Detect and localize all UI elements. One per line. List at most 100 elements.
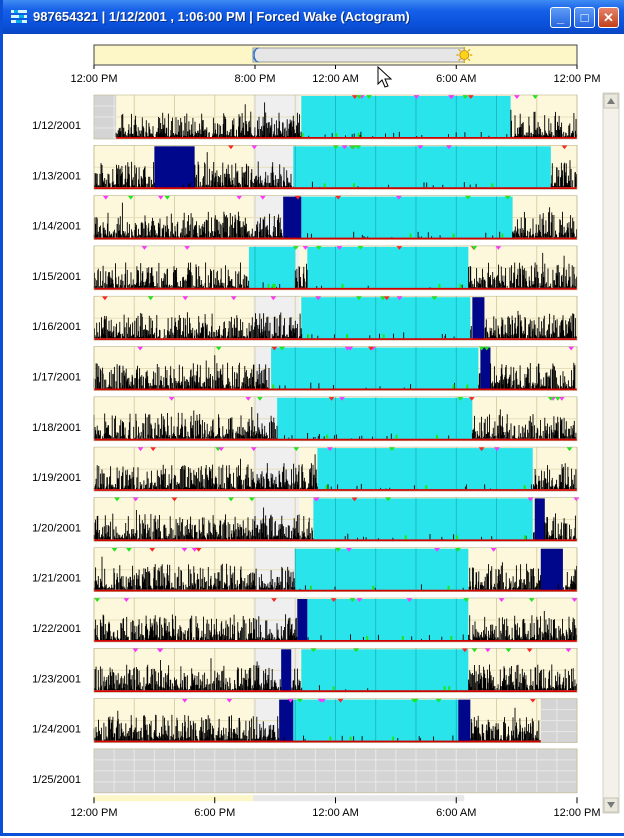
event-marker[interactable] xyxy=(94,598,101,602)
event-marker[interactable] xyxy=(464,195,471,200)
sleep-interval[interactable] xyxy=(534,498,545,541)
event-marker[interactable] xyxy=(171,497,178,502)
maximize-button[interactable]: □ xyxy=(574,7,595,28)
sleep-interval[interactable] xyxy=(279,699,294,742)
rest-interval[interactable] xyxy=(248,246,296,289)
event-marker[interactable] xyxy=(302,245,309,250)
sun-icon[interactable] xyxy=(459,50,470,60)
sleep-interval[interactable] xyxy=(480,347,491,390)
event-marker[interactable] xyxy=(315,245,322,250)
event-marker[interactable] xyxy=(505,648,512,653)
event-marker[interactable] xyxy=(554,396,561,401)
event-marker[interactable] xyxy=(351,497,358,502)
sleep-interval[interactable] xyxy=(154,146,195,189)
event-marker[interactable] xyxy=(101,296,108,301)
event-marker[interactable] xyxy=(164,195,171,200)
rest-interval[interactable] xyxy=(271,347,479,390)
event-marker[interactable] xyxy=(184,245,191,250)
event-marker[interactable] xyxy=(182,296,189,301)
event-marker[interactable] xyxy=(571,598,578,602)
event-marker[interactable] xyxy=(341,145,348,150)
event-marker[interactable] xyxy=(271,346,278,351)
event-marker[interactable] xyxy=(350,145,357,150)
event-marker[interactable] xyxy=(498,598,505,602)
event-marker[interactable] xyxy=(355,296,362,301)
rest-interval[interactable] xyxy=(307,599,469,641)
event-marker[interactable] xyxy=(310,648,317,653)
event-marker[interactable] xyxy=(339,396,346,401)
event-marker[interactable] xyxy=(396,245,403,250)
event-marker[interactable] xyxy=(461,648,468,653)
event-marker[interactable] xyxy=(413,95,420,99)
event-marker[interactable] xyxy=(315,296,322,301)
event-marker[interactable] xyxy=(495,245,502,250)
event-marker[interactable] xyxy=(357,245,364,250)
event-marker[interactable] xyxy=(248,497,255,502)
event-marker[interactable] xyxy=(137,447,144,452)
event-marker[interactable] xyxy=(547,396,554,401)
minimize-button[interactable]: _ xyxy=(550,7,571,28)
event-marker[interactable] xyxy=(226,698,233,703)
event-marker[interactable] xyxy=(356,95,363,99)
event-marker[interactable] xyxy=(484,648,491,653)
event-marker[interactable] xyxy=(349,598,356,602)
event-marker[interactable] xyxy=(181,698,188,703)
event-marker[interactable] xyxy=(528,598,535,602)
event-marker[interactable] xyxy=(454,547,461,552)
event-marker[interactable] xyxy=(149,547,156,552)
event-marker[interactable] xyxy=(250,447,257,452)
event-marker[interactable] xyxy=(478,447,485,452)
event-marker[interactable] xyxy=(561,145,568,150)
event-marker[interactable] xyxy=(157,195,164,200)
event-marker[interactable] xyxy=(566,447,573,452)
event-marker[interactable] xyxy=(227,497,234,502)
event-marker[interactable] xyxy=(431,296,438,301)
event-marker[interactable] xyxy=(478,346,485,351)
event-marker[interactable] xyxy=(417,145,424,150)
rest-interval[interactable] xyxy=(301,96,511,138)
event-marker[interactable] xyxy=(181,547,188,552)
event-marker[interactable] xyxy=(493,447,500,452)
event-marker[interactable] xyxy=(157,648,164,653)
event-marker[interactable] xyxy=(337,698,344,703)
event-marker[interactable] xyxy=(568,346,575,351)
event-marker[interactable] xyxy=(412,698,419,703)
event-marker[interactable] xyxy=(218,447,225,452)
event-marker[interactable] xyxy=(529,698,536,703)
event-marker[interactable] xyxy=(396,296,403,301)
event-marker[interactable] xyxy=(245,396,252,401)
event-marker[interactable] xyxy=(150,447,157,452)
timeline-window[interactable] xyxy=(252,47,465,63)
event-marker[interactable] xyxy=(513,95,520,99)
event-marker[interactable] xyxy=(527,497,534,502)
event-marker[interactable] xyxy=(490,547,497,552)
event-marker[interactable] xyxy=(236,195,243,200)
event-marker[interactable] xyxy=(251,145,258,150)
event-marker[interactable] xyxy=(132,497,139,502)
event-marker[interactable] xyxy=(168,396,175,401)
event-marker[interactable] xyxy=(102,195,109,200)
sleep-interval[interactable] xyxy=(281,649,292,692)
event-marker[interactable] xyxy=(504,195,511,200)
event-marker[interactable] xyxy=(334,547,341,552)
rest-interval[interactable] xyxy=(301,649,469,692)
event-marker[interactable] xyxy=(293,447,300,452)
event-marker[interactable] xyxy=(526,648,533,653)
vertical-scrollbar[interactable] xyxy=(602,92,620,814)
event-marker[interactable] xyxy=(457,396,464,401)
event-marker[interactable] xyxy=(279,346,286,351)
event-marker[interactable] xyxy=(137,346,144,351)
sleep-interval[interactable] xyxy=(472,297,485,340)
event-marker[interactable] xyxy=(353,648,360,653)
event-marker[interactable] xyxy=(355,145,362,150)
event-marker[interactable] xyxy=(462,95,469,99)
event-marker[interactable] xyxy=(335,195,342,200)
sleep-interval[interactable] xyxy=(283,196,302,239)
event-marker[interactable] xyxy=(385,497,392,502)
event-marker[interactable] xyxy=(356,598,363,602)
event-marker[interactable] xyxy=(471,245,478,250)
rest-interval[interactable] xyxy=(313,498,533,541)
event-marker[interactable] xyxy=(383,296,390,301)
event-marker[interactable] xyxy=(195,547,202,552)
event-marker[interactable] xyxy=(330,598,337,602)
